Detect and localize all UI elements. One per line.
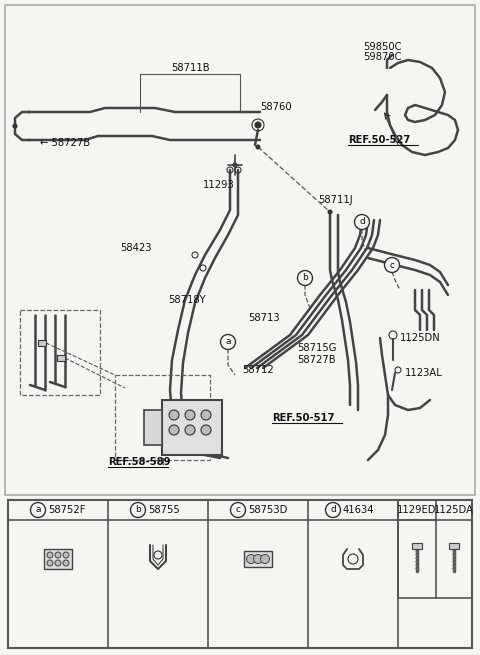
Circle shape bbox=[47, 560, 53, 566]
Text: c: c bbox=[389, 261, 395, 269]
Text: 41634: 41634 bbox=[343, 505, 374, 515]
Bar bbox=[162, 400, 222, 455]
Circle shape bbox=[63, 560, 69, 566]
Circle shape bbox=[255, 122, 261, 128]
Circle shape bbox=[256, 145, 260, 149]
Circle shape bbox=[31, 502, 46, 517]
Circle shape bbox=[325, 502, 340, 517]
Text: a: a bbox=[225, 337, 231, 346]
Circle shape bbox=[253, 555, 263, 563]
Text: 58711J: 58711J bbox=[318, 195, 353, 205]
Text: 1125DN: 1125DN bbox=[400, 333, 441, 343]
Text: 58715G: 58715G bbox=[297, 343, 336, 353]
Text: d: d bbox=[330, 506, 336, 514]
Circle shape bbox=[13, 124, 17, 128]
Text: ← 58727B: ← 58727B bbox=[40, 138, 90, 148]
Text: 58713: 58713 bbox=[248, 313, 280, 323]
Circle shape bbox=[185, 425, 195, 435]
Text: REF.50-517: REF.50-517 bbox=[272, 413, 335, 423]
Circle shape bbox=[169, 410, 179, 420]
Bar bbox=[5, 5, 475, 495]
Text: 58755: 58755 bbox=[148, 505, 180, 515]
Circle shape bbox=[55, 552, 61, 558]
Text: 58760: 58760 bbox=[260, 102, 292, 112]
Text: 58727B: 58727B bbox=[297, 355, 336, 365]
Circle shape bbox=[55, 560, 61, 566]
Circle shape bbox=[131, 502, 145, 517]
Text: 1129ED: 1129ED bbox=[397, 505, 437, 515]
Bar bbox=[244, 551, 272, 567]
Text: c: c bbox=[236, 506, 240, 514]
Bar bbox=[398, 500, 472, 598]
Text: 1123AL: 1123AL bbox=[405, 368, 443, 378]
Text: 58711B: 58711B bbox=[171, 63, 209, 73]
Circle shape bbox=[355, 214, 370, 229]
Circle shape bbox=[169, 425, 179, 435]
Bar bbox=[44, 549, 72, 569]
Text: 59850C: 59850C bbox=[363, 42, 401, 52]
Circle shape bbox=[298, 271, 312, 286]
Bar bbox=[449, 543, 459, 549]
Text: REF.50-527: REF.50-527 bbox=[348, 135, 410, 145]
Text: 58712: 58712 bbox=[242, 365, 274, 375]
Bar bbox=[8, 500, 472, 648]
Text: 11293: 11293 bbox=[203, 180, 235, 190]
Bar bbox=[412, 543, 422, 549]
Text: b: b bbox=[302, 274, 308, 282]
Circle shape bbox=[261, 555, 269, 563]
Circle shape bbox=[220, 335, 236, 350]
Circle shape bbox=[185, 410, 195, 420]
Circle shape bbox=[63, 552, 69, 558]
Text: 58718Y: 58718Y bbox=[168, 295, 205, 305]
Circle shape bbox=[47, 552, 53, 558]
Circle shape bbox=[384, 257, 399, 272]
Text: 58423: 58423 bbox=[120, 243, 152, 253]
Text: d: d bbox=[359, 217, 365, 227]
Bar bbox=[38, 340, 46, 346]
Text: 58753D: 58753D bbox=[248, 505, 288, 515]
Text: b: b bbox=[135, 506, 141, 514]
Text: a: a bbox=[35, 506, 41, 514]
Circle shape bbox=[328, 210, 332, 214]
Circle shape bbox=[247, 555, 255, 563]
Circle shape bbox=[201, 410, 211, 420]
Text: 1125DA: 1125DA bbox=[434, 505, 474, 515]
Circle shape bbox=[230, 502, 245, 517]
Text: 58752F: 58752F bbox=[48, 505, 85, 515]
Bar bbox=[144, 410, 162, 445]
Circle shape bbox=[201, 425, 211, 435]
Bar bbox=[57, 355, 65, 361]
Text: 59870C: 59870C bbox=[363, 52, 401, 62]
Text: REF.58-589: REF.58-589 bbox=[108, 457, 170, 467]
